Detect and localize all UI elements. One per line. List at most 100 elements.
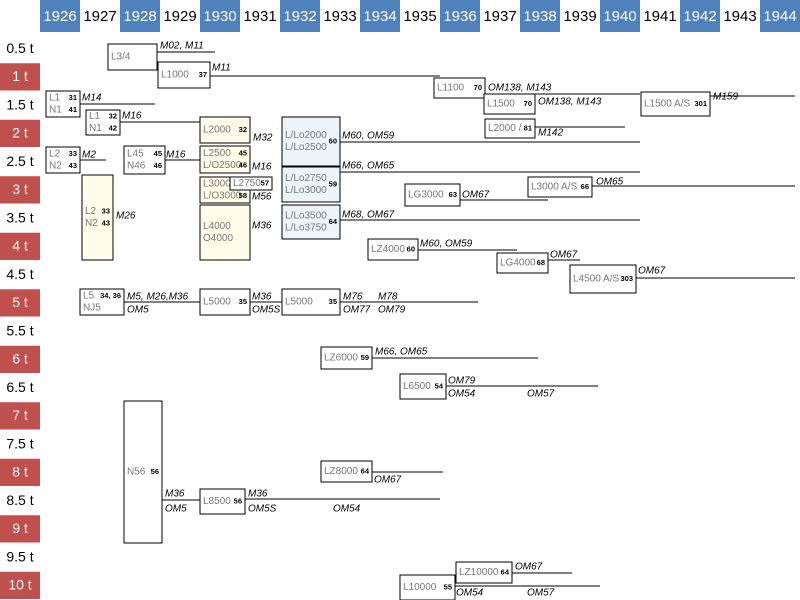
- model-label: L5000: [203, 297, 231, 308]
- engine-note: OM5S: [252, 305, 281, 316]
- engine-number: 66: [581, 182, 589, 191]
- tonnage-cell: [0, 148, 40, 176]
- engine-number: 64: [329, 217, 338, 226]
- year-cell: [120, 0, 160, 32]
- model-box: [399, 574, 456, 600]
- model-label: LZ8000: [324, 466, 358, 477]
- model-label: N46: [127, 161, 146, 172]
- model-box: [404, 183, 461, 207]
- engine-note: OM57: [527, 588, 555, 599]
- model-box: [79, 288, 125, 316]
- engine-number: 43: [102, 218, 110, 227]
- engine-note: M36: [252, 221, 272, 232]
- tonnage-label: 10 t: [8, 577, 31, 593]
- tonnage-label: 0.5 t: [6, 40, 33, 56]
- year-label: 1936: [443, 8, 476, 25]
- tonnage-label: 7.5 t: [6, 435, 33, 451]
- engine-number: 33: [102, 206, 110, 215]
- tonnage-label: 3.5 t: [6, 209, 33, 225]
- model: N56 56 M36 OM5: [123, 400, 200, 544]
- model-label: L/Lo3000: [285, 185, 327, 196]
- engine-note: M78: [378, 292, 398, 303]
- engine-number: 32: [109, 111, 117, 120]
- model-label: L2500: [203, 148, 231, 159]
- engine-number: 46: [239, 160, 247, 169]
- engine-note: M159: [713, 92, 738, 103]
- engine-note: M32: [253, 133, 273, 144]
- model-label: L2000: [203, 125, 231, 136]
- tonnage-label: 9 t: [12, 520, 28, 536]
- engine-note: M68, OM67: [342, 210, 395, 221]
- model-box: [229, 176, 273, 191]
- model-label: L4000: [203, 221, 231, 232]
- engine-note: M76: [343, 292, 363, 303]
- year-label: 1943: [723, 8, 756, 25]
- tonnage-cell: [0, 119, 40, 147]
- engine-number: 70: [474, 83, 482, 92]
- engine-note: M26: [116, 211, 136, 222]
- engine-number: 45: [239, 148, 247, 157]
- engine-note: OM79: [378, 305, 406, 316]
- model-label: L/O2500: [203, 160, 242, 171]
- year-label: 1928: [123, 8, 156, 25]
- engine-number: 55: [444, 582, 452, 591]
- engine-number: 57: [261, 178, 269, 187]
- model-box: [399, 373, 447, 400]
- engine-number: 45: [154, 149, 162, 158]
- model-box: [281, 204, 341, 240]
- model-box: [199, 488, 246, 515]
- tonnage-cell: [0, 204, 40, 232]
- tonnage-cell: [0, 261, 40, 289]
- year-cell: [80, 0, 120, 32]
- engine-note: M36: [248, 489, 268, 500]
- tonnage-label: 5.5 t: [6, 322, 33, 338]
- model: LZ8000 64 OM67: [320, 460, 443, 486]
- engine-number: 64: [361, 466, 370, 475]
- year-label: 1941: [643, 8, 676, 25]
- tonnage-cell: [0, 317, 40, 345]
- tonnage-label: 8.5 t: [6, 492, 33, 508]
- engine-note: M60, OM59: [342, 131, 395, 142]
- tonnage-cell: [0, 571, 40, 599]
- year-cell: [480, 0, 520, 32]
- model-box: [199, 116, 251, 144]
- model-label: L2750: [233, 178, 261, 189]
- year-cell: [680, 0, 720, 32]
- model-box: [199, 204, 251, 261]
- year-label: 1932: [283, 8, 316, 25]
- model-box: [484, 118, 536, 139]
- year-cell: [40, 0, 80, 32]
- year-label: 1927: [83, 8, 116, 25]
- engine-note: M142: [538, 128, 563, 139]
- engine-note: M5, M26,M36: [127, 292, 189, 303]
- year-cell: [360, 0, 400, 32]
- model-box: [569, 264, 637, 294]
- model-label: L3000: [203, 179, 231, 190]
- model-label: LZ4000: [371, 244, 405, 255]
- model-label: L1500 A/S: [644, 99, 690, 110]
- engine-number: 59: [329, 179, 337, 188]
- year-cell: [400, 0, 440, 32]
- year-cell: [720, 0, 760, 32]
- engine-note: OM54: [333, 504, 361, 515]
- model-label: N2: [85, 218, 98, 229]
- model: L1500 A/S 301 M159: [640, 91, 795, 117]
- tonnage-cell: [0, 458, 40, 486]
- tonnage-cell: [0, 232, 40, 260]
- model-box: [433, 77, 486, 99]
- model-label: LZ6000: [324, 353, 358, 364]
- engine-number: 31: [69, 93, 77, 102]
- year-cell: [560, 0, 600, 32]
- engine-number: 56: [234, 496, 242, 505]
- tonnage-cell: [0, 176, 40, 204]
- model-box: [640, 91, 711, 117]
- model: L1100 70 OM138, M143: [433, 77, 640, 99]
- engine-note: OM5: [165, 504, 187, 515]
- model-label: L1100: [437, 83, 465, 94]
- engine-note: M36: [252, 292, 272, 303]
- tonnage-label: 6 t: [12, 351, 28, 367]
- tonnage-cell: [0, 543, 40, 571]
